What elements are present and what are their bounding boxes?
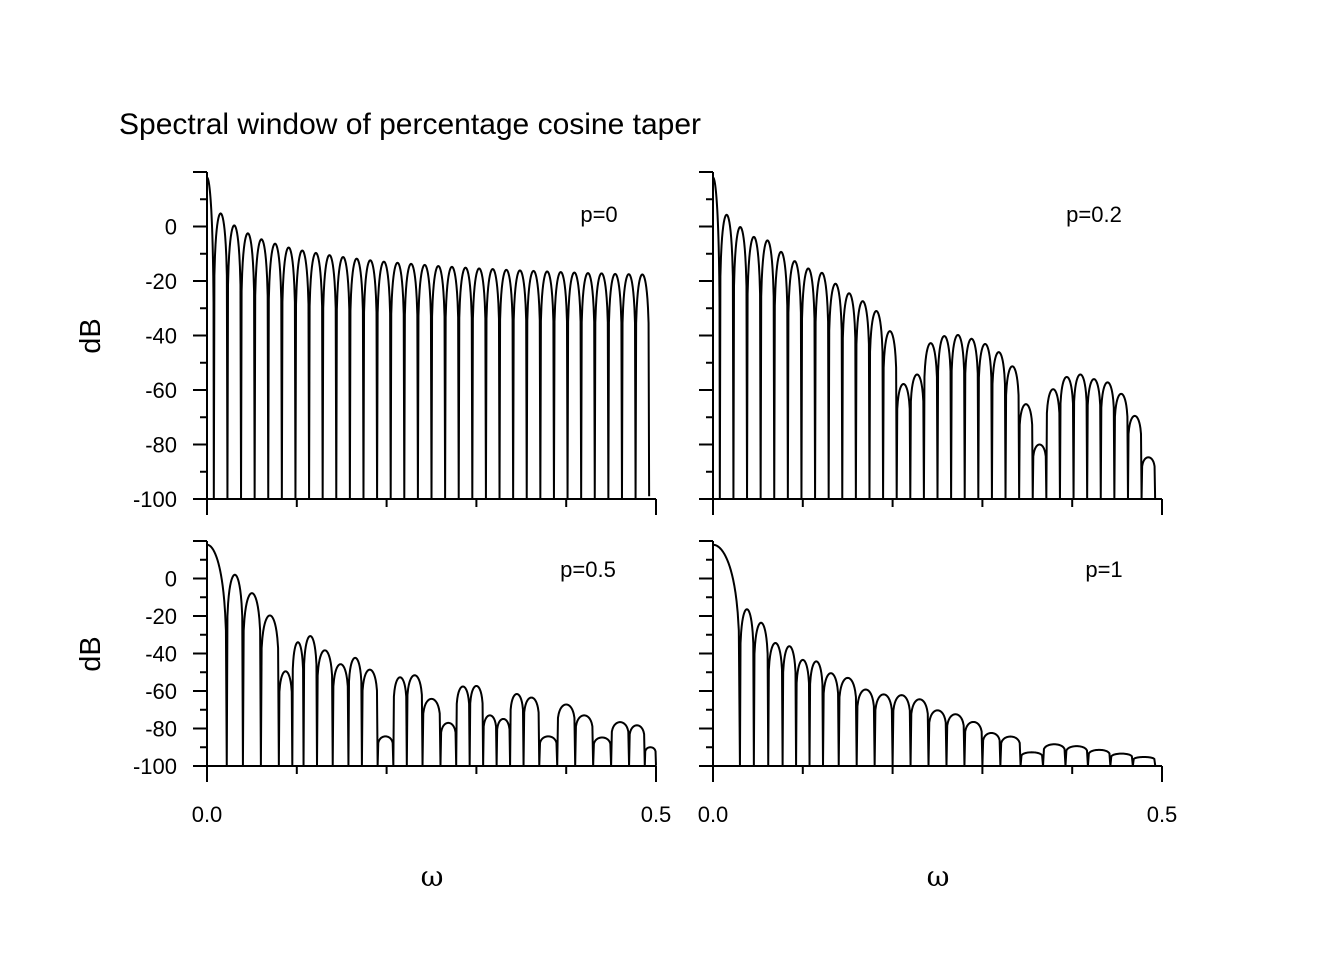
panel-annotation: p=0: [580, 202, 617, 227]
panel-p0: 0 -20 -40 -60 -80 -100 p=0: [133, 171, 657, 515]
axis-ticks: [699, 540, 1163, 782]
x-tick-label: 0.0: [192, 802, 223, 827]
y-tick-label: -60: [145, 378, 177, 403]
y-tick-label: -80: [145, 433, 177, 458]
panel-annotation: p=1: [1085, 557, 1122, 582]
panel-p0-5: 0 -20 -40 -60 -80 -100 0.0 0.5 p=0.5: [133, 540, 672, 827]
y-tick-labels: 0 -20 -40 -60 -80 -100: [133, 215, 177, 513]
spectral-window-curve: [712, 543, 1157, 767]
panel-p0-2: p=0.2: [699, 171, 1163, 515]
x-tick-labels: 0.0 0.5: [698, 802, 1178, 827]
y-tick-label: -100: [133, 487, 177, 512]
y-tick-label: 0: [165, 215, 177, 240]
x-axis-title-right: ω: [927, 860, 950, 893]
spectral-window-curve: [206, 543, 657, 767]
panel-p1: 0.0 0.5 p=1: [698, 540, 1178, 827]
y-tick-label: -20: [145, 604, 177, 629]
x-tick-label: 0.5: [641, 802, 672, 827]
axis-ticks: [193, 540, 657, 782]
y-tick-label: -40: [145, 642, 177, 667]
y-tick-label: -20: [145, 269, 177, 294]
y-tick-label: -40: [145, 324, 177, 349]
x-tick-label: 0.5: [1147, 802, 1178, 827]
figure-title: Spectral window of percentage cosine tap…: [119, 108, 701, 141]
y-tick-label: -100: [133, 754, 177, 779]
y-tick-label: -60: [145, 679, 177, 704]
y-tick-label: 0: [165, 567, 177, 592]
x-axis-title-left: ω: [421, 860, 444, 893]
x-tick-label: 0.0: [698, 802, 729, 827]
x-tick-labels: 0.0 0.5: [192, 802, 672, 827]
y-axis-title-top: dB: [75, 318, 107, 353]
panel-annotation: p=0.5: [560, 557, 616, 582]
y-tick-label: -80: [145, 717, 177, 742]
spectral-window-curve: [712, 176, 1157, 500]
spectral-window-curve: [206, 176, 651, 500]
y-axis-title-bottom: dB: [75, 636, 107, 671]
panel-annotation: p=0.2: [1066, 202, 1122, 227]
axis-ticks: [699, 171, 1163, 515]
y-tick-labels: 0 -20 -40 -60 -80 -100: [133, 567, 177, 780]
axis-ticks: [193, 171, 657, 515]
